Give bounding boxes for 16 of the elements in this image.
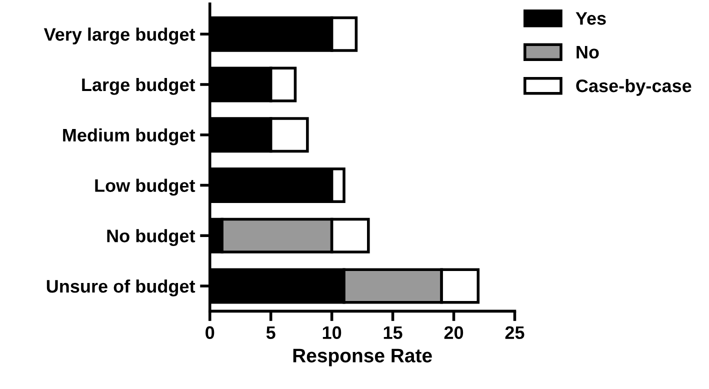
y-tick-label: Low budget bbox=[95, 178, 196, 196]
x-tick-label: 20 bbox=[444, 326, 464, 340]
x-axis-title: Response Rate bbox=[293, 348, 432, 366]
x-tick-label: 10 bbox=[322, 326, 342, 340]
legend-label: No bbox=[576, 46, 599, 59]
x-tick-label: 5 bbox=[266, 326, 276, 340]
y-tick-label: No budget bbox=[107, 229, 196, 246]
y-tick-label: Large budget bbox=[82, 78, 196, 95]
x-tick-label: 0 bbox=[206, 326, 214, 340]
y-tick-label: Medium budget bbox=[63, 128, 196, 146]
legend-label: Case-by-case bbox=[576, 78, 692, 96]
legend-label: Yes bbox=[576, 12, 606, 25]
y-tick-label: Very large budget bbox=[44, 28, 196, 44]
x-tick-label: 25 bbox=[505, 326, 524, 340]
y-tick-label: Unsure of budget bbox=[46, 279, 196, 296]
x-tick-label: 15 bbox=[384, 326, 402, 340]
